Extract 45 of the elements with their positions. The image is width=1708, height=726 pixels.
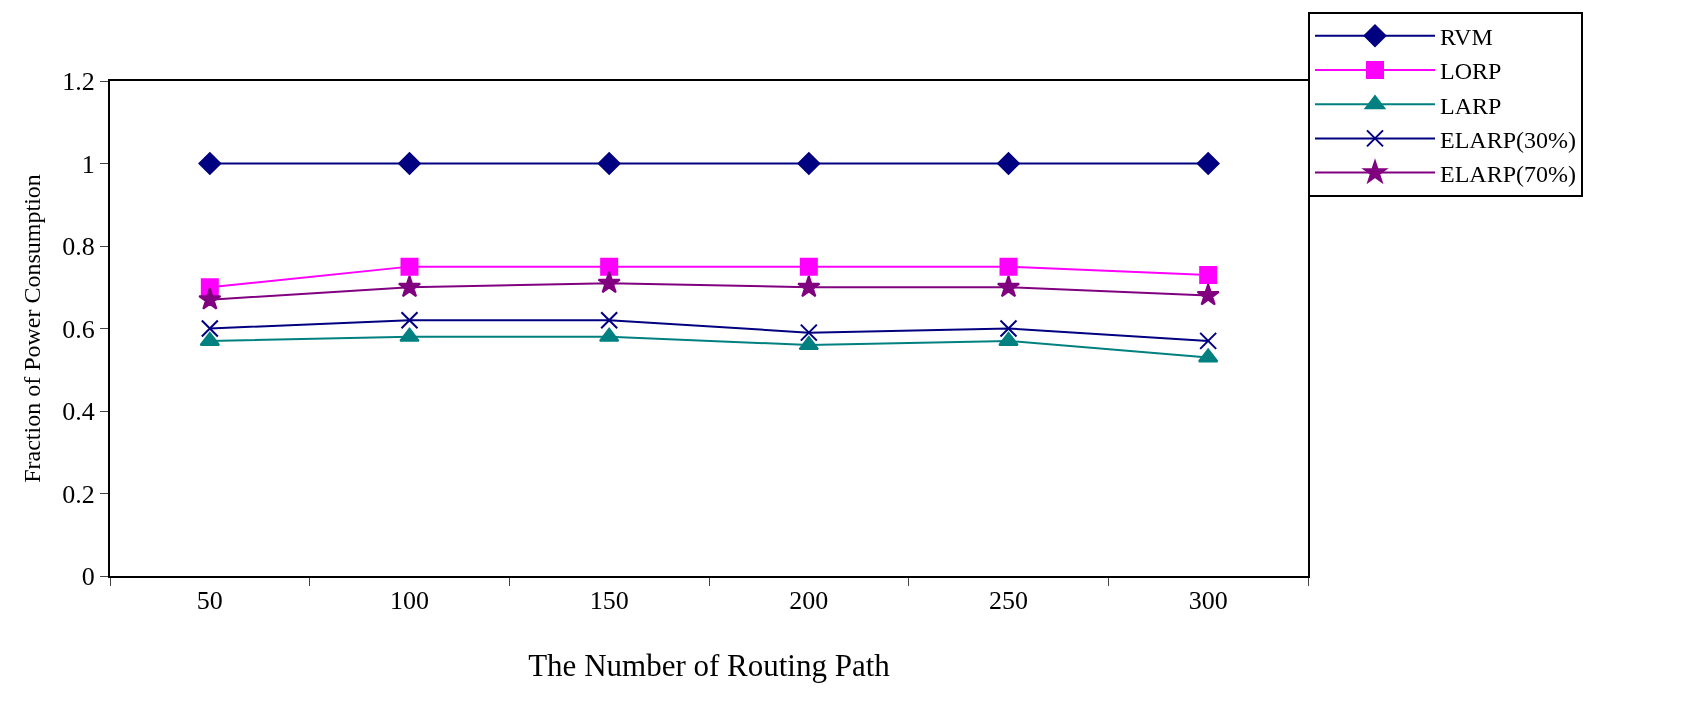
- y-tick-label: 0.4: [62, 397, 95, 427]
- y-tick-label: 0.6: [62, 314, 95, 344]
- y-tick-label: 0: [81, 562, 95, 592]
- y-tick-label: 1.2: [62, 67, 95, 97]
- point: [200, 319, 219, 338]
- x-tick-label: 200: [789, 586, 829, 616]
- point: [998, 331, 1019, 346]
- point: [799, 257, 818, 276]
- point: [198, 287, 222, 310]
- point: [198, 152, 222, 175]
- point: [397, 275, 422, 298]
- point: [999, 257, 1018, 276]
- point: [1196, 152, 1220, 175]
- x-axis-title: The Number of Routing Path: [528, 647, 891, 683]
- point: [399, 327, 420, 342]
- legend-label: RVM: [1440, 24, 1493, 51]
- point: [400, 311, 419, 330]
- x-tick-label: 300: [1188, 586, 1228, 616]
- x-tick-label: 100: [390, 586, 429, 616]
- point: [1196, 283, 1220, 306]
- legend-label: LORP: [1440, 58, 1502, 85]
- x-tick-label: 50: [196, 586, 223, 616]
- point: [1199, 331, 1218, 350]
- legend-label: ELARP(70%): [1440, 160, 1576, 187]
- point: [797, 152, 821, 175]
- point: [398, 152, 421, 175]
- x-tick-label: 150: [589, 586, 629, 616]
- point: [1199, 265, 1218, 284]
- point: [797, 275, 821, 298]
- point: [600, 311, 619, 330]
- y-tick-label: 0.2: [62, 479, 95, 509]
- y-tick-label: 1: [81, 149, 95, 179]
- point: [997, 152, 1020, 175]
- point: [799, 323, 818, 342]
- point: [999, 319, 1018, 338]
- x-tick-label: 250: [989, 586, 1028, 616]
- point: [600, 257, 619, 276]
- point: [996, 275, 1021, 298]
- point: [597, 152, 621, 175]
- legend-label: LARP: [1440, 92, 1502, 119]
- point: [597, 270, 621, 294]
- y-tick-label: 0.8: [62, 232, 95, 262]
- legend-label: ELARP(30%): [1440, 126, 1576, 153]
- y-axis-title: Fraction of Power Consumption: [18, 174, 45, 483]
- point: [400, 257, 419, 276]
